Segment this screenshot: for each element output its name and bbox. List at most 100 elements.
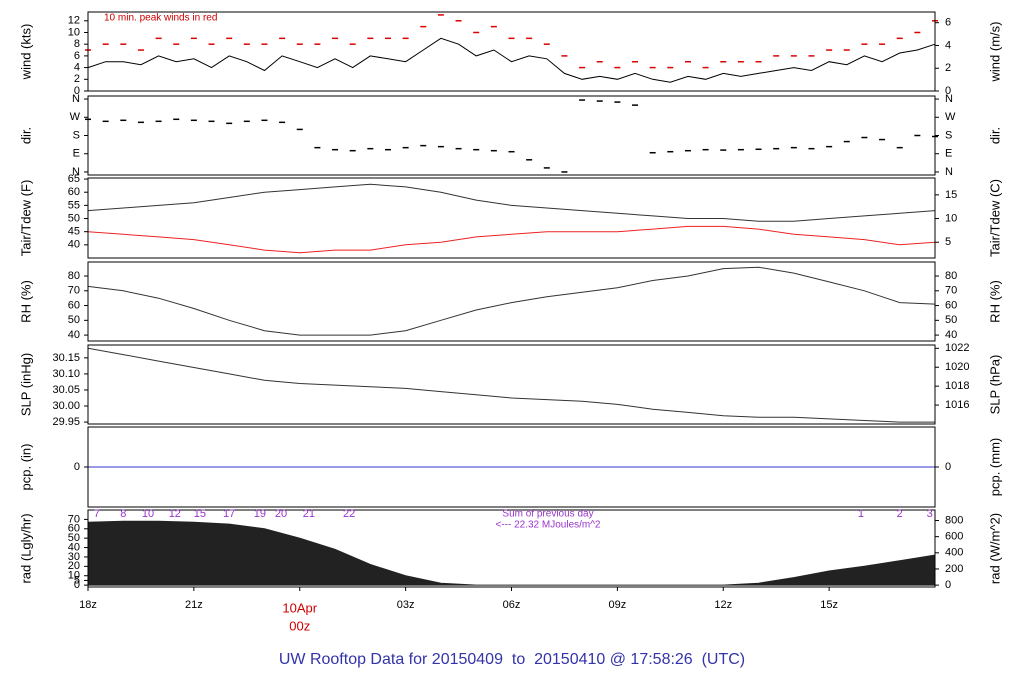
hour-mark: 10 [142, 508, 154, 520]
hour-mark: 22 [343, 508, 355, 520]
y-tick-label: 30.10 [52, 368, 80, 380]
y2-axis-label: pcp. (mm) [987, 438, 1002, 497]
y-tick-label: 10 [68, 26, 80, 38]
hour-mark: 2 [897, 508, 903, 520]
y2-tick-label: 6 [945, 17, 951, 29]
plot-frame [87, 95, 936, 176]
y-tick-label: 0 [74, 579, 80, 591]
y2-axis-label: dir. [987, 127, 1002, 144]
plot-frame [87, 177, 936, 259]
hour-mark: 1 [858, 508, 864, 520]
series-line [87, 225, 936, 254]
y-tick-label: E [73, 148, 80, 160]
x-tick-label: 15z [820, 599, 838, 611]
y-tick-label: 40 [68, 329, 80, 341]
y2-axis-label: Tair/Tdew (C) [987, 179, 1002, 257]
y2-axis-label: SLP (hPa) [987, 355, 1002, 415]
plot-frame [87, 261, 936, 342]
y2-tick-label: 10 [945, 212, 957, 224]
y2-tick-label: 200 [945, 563, 963, 575]
hour-mark: 12 [169, 508, 181, 520]
y2-tick-label: 800 [945, 514, 963, 526]
series-line [87, 266, 936, 336]
y-tick-label: 12 [68, 15, 80, 27]
y-tick-label: 60 [68, 523, 80, 535]
y-tick-label: 5 [74, 574, 80, 586]
y-tick-label: 10 [68, 570, 80, 582]
y-tick-label: N [72, 166, 80, 178]
x-tick-label: 06z [503, 599, 521, 611]
y-axis-label: Tair/Tdew (F) [18, 180, 33, 257]
y-tick-label: 4 [74, 61, 80, 73]
y2-tick-label: 40 [945, 329, 957, 341]
y-tick-label: 0 [74, 85, 80, 97]
y2-tick-label: 50 [945, 314, 957, 326]
x-tick-label: 12z [714, 599, 732, 611]
y-tick-label: 30.05 [52, 384, 80, 396]
y2-tick-label: 400 [945, 547, 963, 559]
plot-frame [87, 344, 936, 425]
y-tick-label: 40 [68, 239, 80, 251]
chart-title: UW Rooftop Data for 20150409 to 20150410… [279, 651, 745, 668]
series-line [87, 183, 936, 222]
y-tick-label: 70 [68, 513, 80, 525]
y-tick-label: 65 [68, 173, 80, 185]
y-tick-label: 0 [74, 461, 80, 473]
y-tick-label: 6 [74, 50, 80, 62]
y-tick-label: 45 [68, 226, 80, 238]
y-tick-label: 60 [68, 186, 80, 198]
y2-tick-label: E [945, 148, 952, 160]
y2-tick-label: 15 [945, 189, 957, 201]
y2-axis-label: rad (W/m^2) [987, 513, 1002, 584]
y2-tick-label: W [945, 111, 956, 123]
y2-tick-label: 1022 [945, 342, 969, 354]
y-tick-label: 30.00 [52, 400, 80, 412]
annotation: <--- 22.32 MJoules/m^2 [495, 520, 600, 531]
y2-tick-label: N [945, 166, 953, 178]
y-tick-label: 50 [68, 314, 80, 326]
y2-tick-label: S [945, 129, 952, 141]
y2-axis-label: RH (%) [987, 280, 1002, 323]
y-tick-label: 60 [68, 299, 80, 311]
hour-mark: 7 [94, 508, 100, 520]
x-tick-label: 03z [397, 599, 415, 611]
y-tick-label: W [70, 111, 81, 123]
hour-mark: 19 [254, 508, 266, 520]
hour-mark: 21 [303, 508, 315, 520]
series-line [87, 347, 935, 423]
date-label: 10Apr [282, 600, 317, 615]
y-tick-label: 29.95 [52, 416, 80, 428]
annotation: Sum of previous day [502, 509, 593, 520]
y2-tick-label: 2 [945, 62, 951, 74]
y2-tick-label: 1016 [945, 399, 969, 411]
hour-mark: 20 [275, 508, 287, 520]
y2-tick-label: 0 [945, 461, 951, 473]
x-tick-label: 18z [79, 599, 97, 611]
y-tick-label: 30.15 [52, 352, 80, 364]
y-tick-label: 70 [68, 285, 80, 297]
y-tick-label: 8 [74, 38, 80, 50]
y-axis-label: pcp. (in) [18, 444, 33, 491]
y-tick-label: 40 [68, 541, 80, 553]
hour-mark: 17 [223, 508, 235, 520]
series-area [87, 520, 936, 586]
y2-tick-label: 70 [945, 285, 957, 297]
y-tick-label: 2 [74, 73, 80, 85]
y2-tick-label: N [945, 93, 953, 105]
y-axis-label: RH (%) [18, 280, 33, 323]
y-tick-label: 30 [68, 551, 80, 563]
y2-tick-label: 60 [945, 299, 957, 311]
y2-tick-label: 1020 [945, 361, 969, 373]
annotation: 10 min. peak winds in red [104, 13, 217, 24]
y-tick-label: S [73, 129, 80, 141]
y-tick-label: 80 [68, 270, 80, 282]
y-tick-label: N [72, 93, 80, 105]
plot-frame [87, 426, 936, 508]
y-tick-label: 55 [68, 199, 80, 211]
x-tick-label: 21z [185, 599, 203, 611]
y-axis-label: wind (kts) [18, 24, 33, 81]
y-axis-label: dir. [18, 127, 33, 144]
series-line [87, 37, 936, 83]
